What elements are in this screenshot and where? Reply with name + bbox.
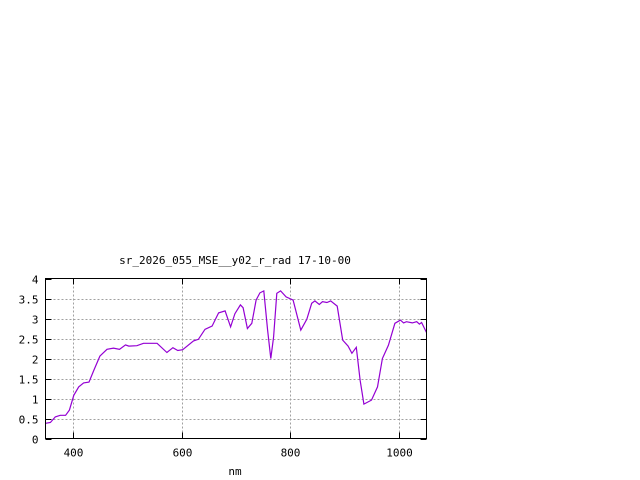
y-tick-label: 4 [32, 274, 39, 287]
y-tick-label: 0 [32, 434, 39, 447]
y-tick-label: 0.5 [19, 414, 39, 427]
x-tick-label: 800 [281, 447, 301, 460]
y-tick-label: 3 [32, 314, 39, 327]
x-tick-label: 400 [64, 447, 84, 460]
y-tick-label: 2 [32, 354, 39, 367]
y-tick-label: 1.5 [19, 374, 39, 387]
chart-title: sr_2026_055_MSE__y02_r_rad 17-10-00 [119, 254, 351, 267]
x-tick-label: 1000 [386, 447, 413, 460]
y-tick-label: 2.5 [19, 334, 39, 347]
x-tick-label: 600 [173, 447, 193, 460]
series-line-0 [45, 289, 428, 424]
series-layer [45, 289, 428, 424]
plot-frame [45, 278, 427, 439]
x-axis-label: nm [228, 465, 242, 478]
grid [45, 278, 427, 439]
y-tick-label: 1 [32, 394, 39, 407]
y-tick-label: 3.5 [19, 294, 39, 307]
ticks: 400 600 800 1000 0 0.5 1 1.5 2 2.5 3 3.5 4 [19, 274, 427, 460]
